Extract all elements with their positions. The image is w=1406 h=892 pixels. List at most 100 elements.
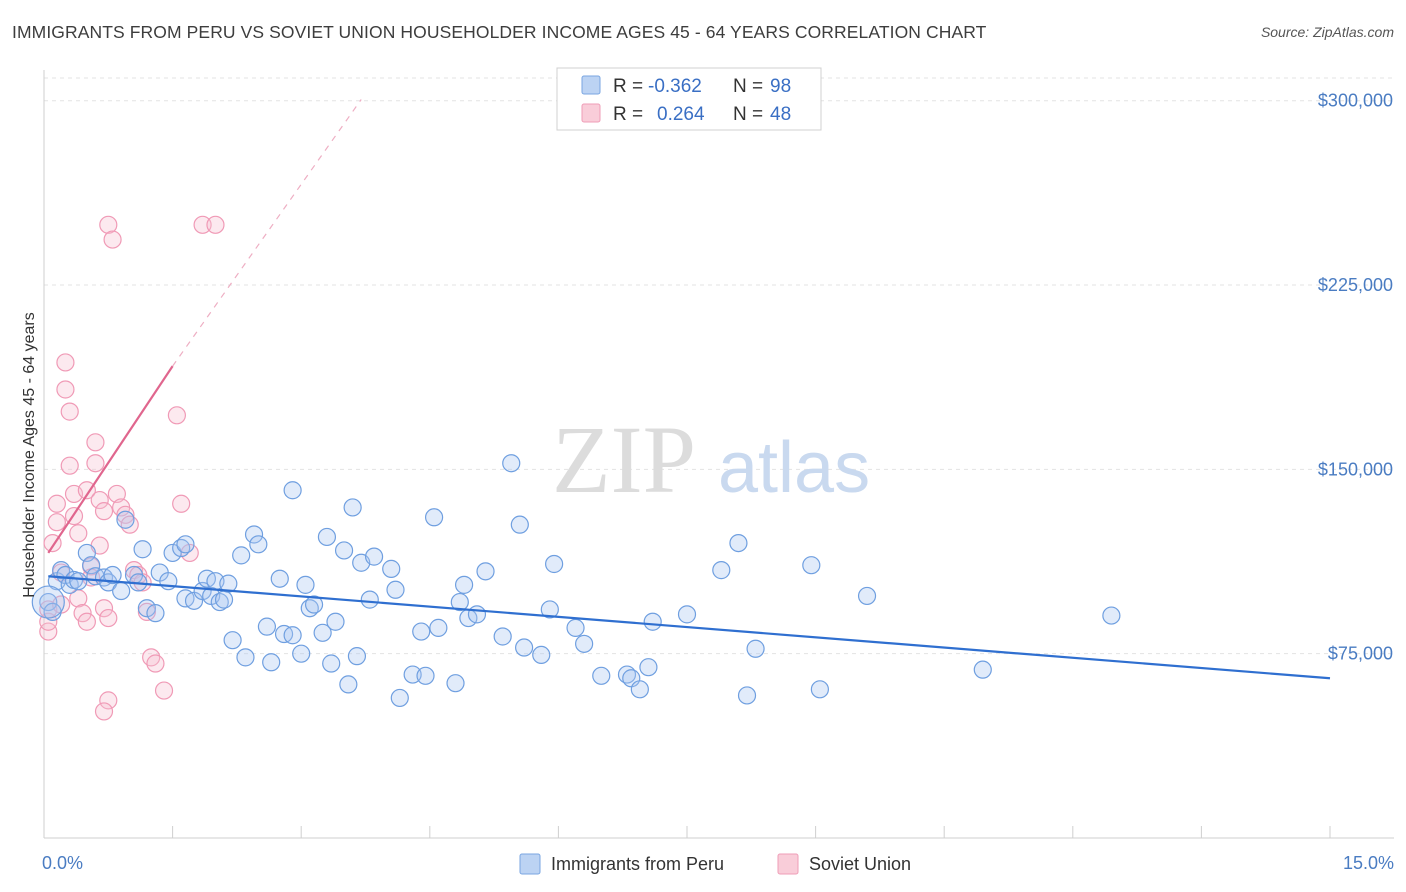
point-soviet (86, 454, 105, 473)
point-peru (412, 622, 431, 641)
point-peru (219, 574, 238, 593)
point-peru (133, 540, 152, 559)
point-peru (677, 605, 697, 624)
point-peru (450, 592, 469, 612)
legend-n-label-soviet: N = (733, 104, 763, 125)
point-peru (223, 631, 242, 650)
trend-line-peru (48, 575, 1331, 680)
y-tick-labels: $75,000 $150,000 $225,000 $300,000 (1318, 91, 1393, 664)
point-peru (292, 644, 311, 663)
bottom-legend-swatch-soviet (777, 853, 799, 875)
point-peru (244, 525, 264, 544)
point-soviet (154, 681, 174, 700)
point-peru (639, 658, 658, 677)
bottom-legend: Immigrants from Peru Soviet Union (519, 853, 911, 875)
point-peru (236, 648, 255, 667)
point-soviet (94, 502, 114, 521)
series-peru-points (39, 215, 225, 721)
point-soviet (60, 456, 79, 475)
point-peru (317, 527, 337, 547)
point-peru (137, 599, 156, 618)
bottom-legend-swatch-peru (519, 853, 541, 875)
point-soviet (193, 215, 212, 234)
point-soviet (90, 490, 109, 510)
point-peru (283, 626, 302, 645)
point-peru (313, 623, 332, 642)
point-peru (502, 454, 521, 473)
point-peru (347, 647, 367, 666)
point-soviet (103, 230, 122, 249)
watermark-atlas: atlas (718, 428, 870, 508)
source-label: Source: ZipAtlas.com (1260, 24, 1394, 40)
point-peru (403, 665, 422, 684)
trend-lines (47, 99, 1331, 680)
point-peru (737, 686, 757, 705)
point-peru (364, 547, 384, 566)
point-peru (592, 666, 611, 685)
point-peru (339, 675, 358, 694)
point-peru (343, 498, 362, 517)
point-peru (326, 612, 345, 631)
point-peru (802, 556, 821, 575)
point-peru (712, 561, 731, 580)
x-tick-label-max: 15.0% (1343, 853, 1394, 873)
x-tick-labels: 0.0% 15.0% (42, 853, 1394, 873)
point-peru (270, 569, 289, 588)
legend-r-value-soviet: 0.264 (657, 104, 705, 125)
axes (43, 70, 1394, 839)
point-peru (214, 590, 234, 609)
point-soviet (39, 622, 58, 641)
y-tick-label: $225,000 (1318, 275, 1393, 295)
point-peru (973, 660, 992, 679)
legend-r-label-peru: R = (613, 76, 643, 97)
legend-r-value-peru: -0.362 (648, 76, 702, 97)
legend-n-value-peru: 98 (770, 76, 791, 97)
point-soviet (99, 691, 118, 710)
y-axis-title: Householder Income Ages 45 - 64 years (21, 312, 38, 598)
point-soviet (47, 494, 66, 513)
y-tick-label: $75,000 (1328, 644, 1393, 664)
point-peru (746, 639, 765, 658)
point-soviet (73, 604, 92, 623)
point-peru (515, 638, 534, 657)
point-peru (467, 605, 487, 624)
point-soviet (146, 654, 165, 673)
point-peru (249, 535, 268, 554)
point-soviet (94, 702, 114, 721)
point-peru (82, 556, 101, 575)
y-tick-label: $300,000 (1318, 91, 1393, 111)
point-peru (296, 575, 315, 594)
point-peru (103, 565, 122, 585)
point-peru (262, 653, 281, 672)
point-peru (257, 617, 277, 636)
point-soviet (77, 481, 96, 500)
point-soviet (94, 599, 114, 618)
point-peru (510, 515, 529, 534)
point-soviet (47, 513, 66, 532)
point-soviet (77, 612, 96, 631)
point-soviet (86, 433, 105, 452)
point-peru (429, 618, 448, 637)
point-peru (1102, 606, 1121, 625)
point-peru (566, 618, 585, 637)
point-peru (322, 654, 341, 673)
trend-line-soviet (47, 365, 174, 554)
point-peru (176, 535, 195, 554)
point-peru (382, 559, 401, 578)
point-peru (810, 680, 829, 699)
point-peru (643, 612, 662, 631)
point-peru (304, 595, 324, 614)
legend-swatch-soviet (581, 103, 601, 123)
point-soviet (69, 524, 88, 543)
bottom-legend-label-soviet: Soviet Union (809, 854, 911, 874)
point-soviet (56, 380, 75, 399)
point-peru (493, 627, 512, 646)
point-soviet (99, 215, 118, 234)
legend-n-label-peru: N = (733, 76, 763, 97)
point-peru (532, 645, 551, 665)
point-peru (630, 680, 649, 699)
point-peru (334, 541, 354, 560)
point-peru (232, 546, 251, 565)
point-soviet (167, 406, 186, 425)
